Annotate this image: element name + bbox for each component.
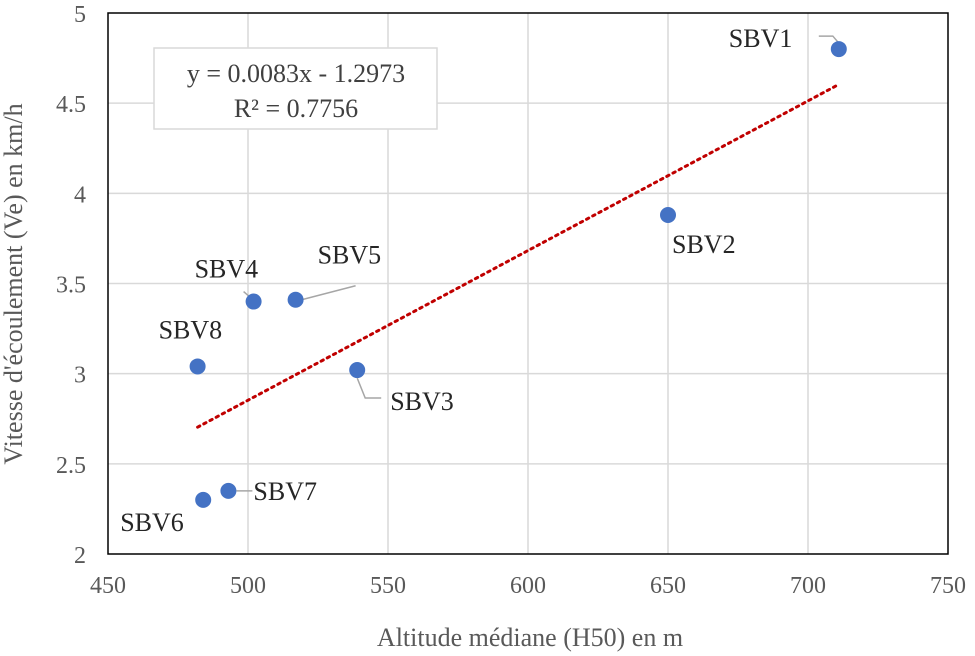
point-label-sbv3: SBV3	[390, 387, 454, 416]
trendline-group	[196, 82, 841, 429]
leader-lines	[236, 35, 840, 492]
data-point-sbv7	[220, 482, 237, 499]
point-label-sbv6: SBV6	[120, 508, 184, 537]
point-label-sbv4: SBV4	[195, 255, 259, 284]
leader-line-sbv1	[818, 35, 840, 44]
x-tick-label: 750	[930, 573, 966, 599]
data-point-sbv1	[830, 41, 847, 58]
plot-area-border	[107, 12, 949, 555]
point-label-sbv5: SBV5	[318, 241, 382, 270]
y-tick-label: 2	[74, 543, 86, 569]
trendline	[196, 82, 841, 429]
trendline-equation: y = 0.0083x - 1.2973	[187, 59, 405, 88]
x-tick-label: 500	[230, 573, 266, 599]
y-tick-label: 2.5	[56, 453, 86, 479]
x-tick-label: 650	[650, 573, 686, 599]
y-tick-label: 4	[74, 182, 86, 208]
leader-line-sbv3	[356, 377, 382, 399]
y-tick-label: 4.5	[56, 92, 86, 118]
x-tick-label: 700	[790, 573, 826, 599]
data-points	[189, 41, 847, 508]
point-labels: SBV1 SBV2 SBV3 SBV4 SBV5 SBV6 SBV7 SBV8	[120, 24, 792, 537]
trendline-r-squared: R² = 0.7756	[234, 94, 358, 123]
data-point-sbv2	[660, 206, 676, 223]
y-axis-title: Vitesse d'écoulement (Ve) en km/h	[0, 103, 28, 464]
x-axis-title: Altitude médiane (H50) en m	[377, 623, 683, 652]
point-label-sbv1: SBV1	[729, 24, 793, 53]
x-tick-label: 550	[370, 573, 406, 599]
point-label-sbv2: SBV2	[672, 230, 736, 259]
point-label-sbv7: SBV7	[253, 477, 317, 506]
leader-line-sbv5	[301, 285, 356, 301]
y-tick-label: 3.5	[56, 273, 86, 299]
axis-ticks: 450 500 550 600 650 700 750 2 2.5 3 3.5 4 4.5 5	[56, 2, 966, 599]
x-tick-label: 450	[90, 573, 126, 599]
point-label-sbv8: SBV8	[159, 315, 223, 344]
y-tick-label: 5	[74, 2, 86, 28]
x-tick-label: 600	[510, 573, 546, 599]
data-point-sbv4	[245, 293, 262, 310]
equation-box: y = 0.0083x - 1.2973 R² = 0.7756	[153, 47, 438, 130]
data-point-sbv8	[189, 358, 206, 375]
data-point-sbv5	[287, 291, 304, 308]
y-tick-label: 3	[74, 363, 86, 389]
data-point-sbv6	[195, 491, 212, 508]
data-point-sbv3	[349, 362, 366, 379]
equation-box-frame	[153, 47, 438, 130]
